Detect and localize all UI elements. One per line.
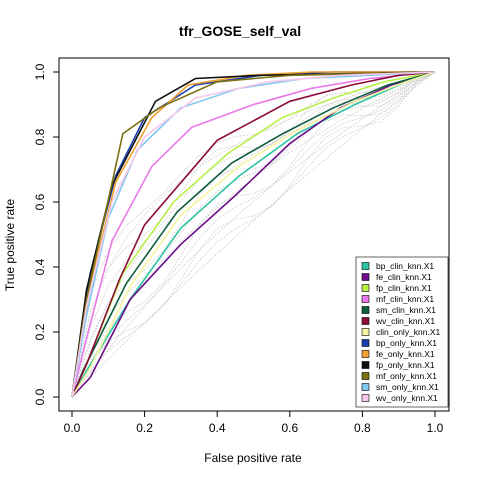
legend-swatch	[362, 285, 369, 292]
y-tick-label: 0.6	[33, 193, 47, 210]
x-tick-label: 0.8	[354, 421, 371, 435]
legend-entry: bp_only_knn.X1	[376, 338, 437, 348]
legend-entry: fe_only_knn.X1	[376, 349, 435, 359]
legend-entry: clin_only_knn.X1	[376, 327, 441, 337]
legend-entry: fe_clin_knn.X1	[376, 272, 432, 282]
legend-entry: fp_clin_knn.X1	[376, 283, 432, 293]
x-tick-label: 0.2	[136, 421, 153, 435]
x-tick-label: 1.0	[427, 421, 444, 435]
chart-title: tfr_GOSE_self_val	[179, 23, 301, 39]
legend-entry: bp_clin_knn.X1	[376, 261, 434, 271]
legend-entry: sm_only_knn.X1	[376, 382, 439, 392]
legend-entry: wv_only_knn.X1	[375, 393, 438, 403]
y-tick-label: 0.2	[33, 323, 47, 340]
legend-swatch	[362, 340, 369, 347]
x-axis-label: False positive rate	[204, 451, 302, 465]
legend-swatch	[362, 274, 369, 281]
legend-entry: mf_clin_knn.X1	[376, 294, 434, 304]
legend-swatch	[362, 318, 369, 325]
x-tick-label: 0.6	[281, 421, 298, 435]
legend-swatch	[362, 395, 369, 402]
legend-entry: wv_clin_knn.X1	[375, 316, 435, 326]
legend: bp_clin_knn.X1fe_clin_knn.X1fp_clin_knn.…	[356, 257, 448, 407]
legend-entry: fp_only_knn.X1	[376, 360, 435, 370]
legend-swatch	[362, 351, 369, 358]
legend-swatch	[362, 329, 369, 336]
legend-swatch	[362, 373, 369, 380]
legend-swatch	[362, 362, 369, 369]
y-axis-label: True positive rate	[3, 199, 17, 292]
y-tick-label: 0.0	[33, 388, 47, 405]
legend-swatch	[362, 307, 369, 314]
y-tick-label: 1.0	[33, 63, 47, 80]
y-tick-label: 0.4	[33, 258, 47, 275]
x-tick-label: 0.4	[209, 421, 226, 435]
y-tick-label: 0.8	[33, 128, 47, 145]
legend-entry: sm_clin_knn.X1	[376, 305, 436, 315]
legend-swatch	[362, 384, 369, 391]
legend-entry: mf_only_knn.X1	[376, 371, 437, 381]
x-tick-label: 0.0	[64, 421, 81, 435]
legend-swatch	[362, 296, 369, 303]
legend-swatch	[362, 263, 369, 270]
